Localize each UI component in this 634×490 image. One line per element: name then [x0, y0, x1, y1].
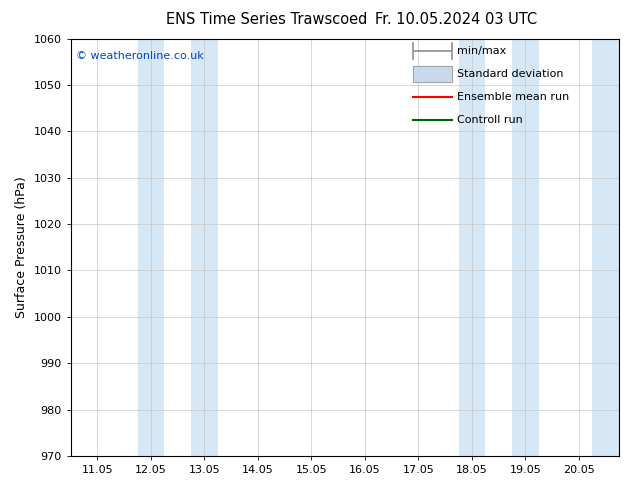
Text: Fr. 10.05.2024 03 UTC: Fr. 10.05.2024 03 UTC — [375, 12, 538, 27]
Bar — [138, 39, 164, 456]
Text: Ensemble mean run: Ensemble mean run — [457, 92, 569, 102]
Bar — [191, 39, 218, 456]
Y-axis label: Surface Pressure (hPa): Surface Pressure (hPa) — [15, 176, 28, 318]
Text: Controll run: Controll run — [457, 115, 523, 125]
Bar — [592, 39, 619, 456]
Text: © weatheronline.co.uk: © weatheronline.co.uk — [76, 51, 204, 61]
Bar — [458, 39, 485, 456]
Text: min/max: min/max — [457, 46, 507, 56]
Text: Standard deviation: Standard deviation — [457, 69, 564, 79]
Text: ENS Time Series Trawscoed: ENS Time Series Trawscoed — [165, 12, 367, 27]
Bar — [512, 39, 539, 456]
Bar — [413, 66, 452, 82]
Bar — [592, 39, 619, 456]
Bar — [413, 66, 452, 82]
